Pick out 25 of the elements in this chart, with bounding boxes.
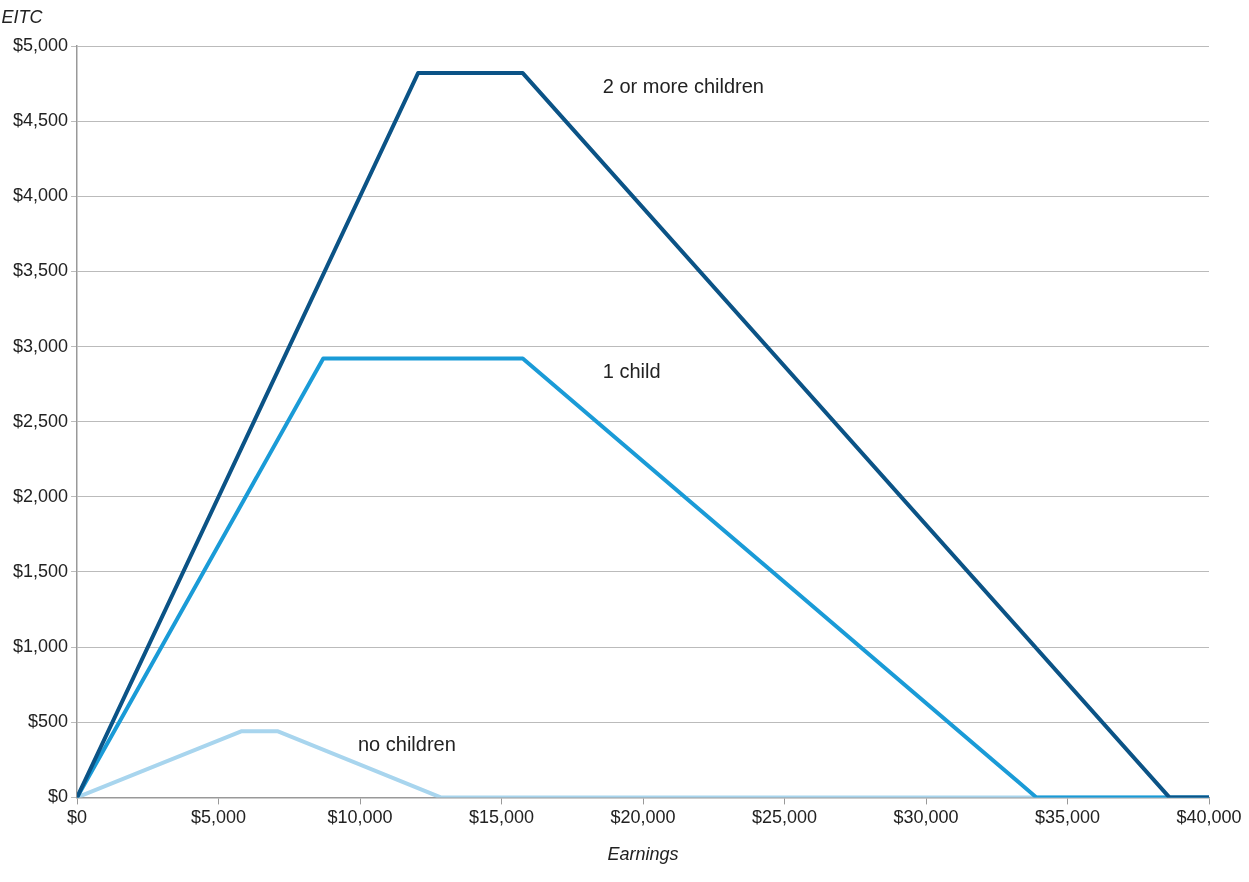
x-tick-label: $5,000 [191, 807, 247, 828]
x-tick-label: $10,000 [327, 807, 393, 828]
y-tick-label: $3,000 [12, 335, 69, 356]
y-tick-label: $500 [28, 711, 69, 732]
x-tick-label: $15,000 [469, 807, 535, 828]
y-tick-label: $4,500 [12, 110, 69, 131]
y-tick-label: $2,000 [12, 485, 69, 506]
y-tick-label: $5,000 [12, 34, 69, 55]
y-tick-label: $1,000 [12, 636, 69, 657]
x-axis-title: Earnings [607, 844, 679, 865]
y-tick-label: $1,500 [12, 560, 69, 581]
x-tick-label: $40,000 [1176, 807, 1242, 828]
text: 2 or more children [602, 74, 764, 97]
y-tick-label: $3,500 [12, 260, 69, 281]
x-tick-label: $35,000 [1034, 807, 1101, 828]
y-tick-label: $4,000 [12, 185, 69, 206]
series-label: 1 child [602, 360, 661, 383]
series-label: no children [357, 732, 456, 755]
y-tick-label: $0 [48, 786, 69, 807]
x-tick-label: $30,000 [893, 807, 959, 828]
x-tick-label: $20,000 [610, 807, 676, 828]
y-tick-label: $2,500 [12, 410, 69, 431]
y-axis-title: EITC [1, 7, 44, 27]
x-tick-label: $25,000 [751, 807, 818, 828]
x-tick-label: $0 [67, 807, 88, 828]
